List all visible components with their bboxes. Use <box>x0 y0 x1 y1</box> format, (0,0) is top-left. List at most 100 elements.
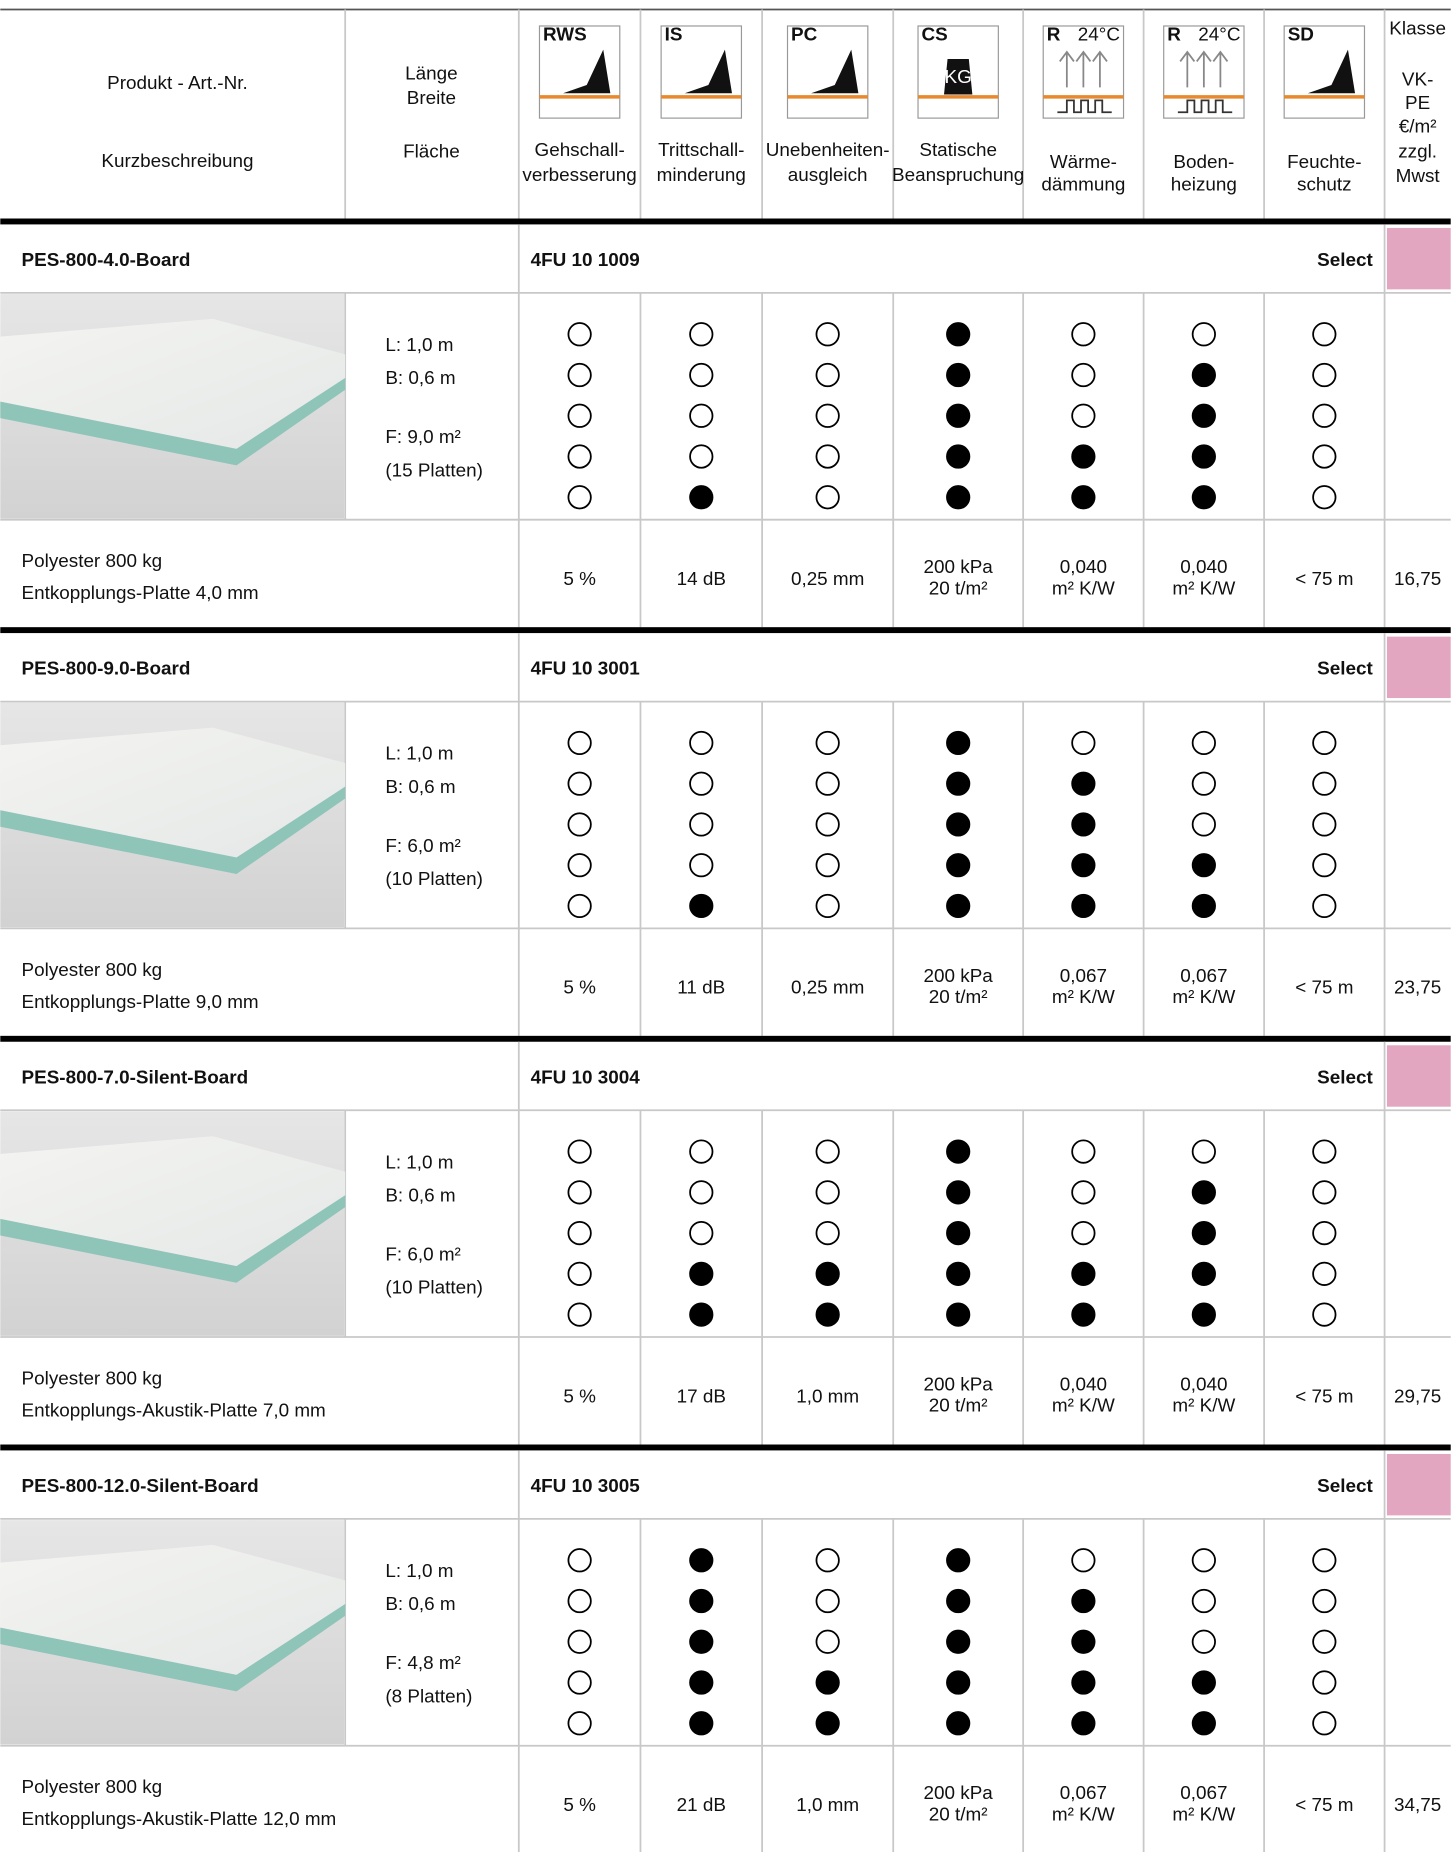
dimension: F: 6,0 m² <box>385 1245 461 1266</box>
rating-dot <box>1071 730 1096 756</box>
rating-dot <box>567 1588 592 1614</box>
header-label: Kurzbeschreibung <box>101 151 253 172</box>
rating-dot <box>815 1220 840 1246</box>
value-sub: 20 t/m² <box>929 1396 988 1417</box>
rating-dot <box>946 1261 971 1286</box>
rating-dot <box>1312 1302 1337 1327</box>
rating-dot <box>1191 1139 1216 1164</box>
column-label: minderung <box>657 165 746 186</box>
rating-dot <box>1071 444 1096 469</box>
description: Entkopplungs-Akustik-Platte 7,0 mm <box>22 1400 326 1421</box>
value-main: 5 % <box>563 1386 596 1407</box>
icon-heat <box>1177 99 1233 114</box>
rating-dot <box>567 730 592 756</box>
rating-dot <box>1071 771 1096 796</box>
board-edge <box>0 377 346 466</box>
board-edge <box>0 1195 346 1283</box>
icon-tag: RWS <box>543 24 587 45</box>
value-main: 1,0 mm <box>796 1795 859 1816</box>
rating-dot <box>689 771 714 796</box>
rating-dot <box>567 1302 592 1327</box>
rating-dot <box>1071 403 1096 428</box>
rating-dot <box>567 322 592 347</box>
rating-dot <box>689 1670 714 1695</box>
header-label: VK- <box>1402 69 1433 90</box>
column-label: Unebenheiten- <box>766 140 890 161</box>
rating-dot <box>946 1629 971 1654</box>
value-main: 0,067 <box>1180 966 1227 987</box>
rating-dot <box>1191 485 1216 510</box>
rating-dot <box>1071 1139 1096 1164</box>
rating-dot <box>1312 1139 1337 1164</box>
rating-dot <box>1312 403 1337 428</box>
rating-dot <box>1191 1261 1216 1286</box>
icon-arrow <box>1212 50 1229 88</box>
rating-dot <box>815 771 840 796</box>
rating-dot <box>1312 812 1337 837</box>
column-label: Statische <box>919 140 997 161</box>
icon-temp: 24°C <box>1198 24 1240 45</box>
rating-dot <box>946 1220 971 1246</box>
rating-dot <box>689 1629 714 1654</box>
rating-dot <box>567 444 592 469</box>
rating-dot <box>1071 853 1096 878</box>
rating-dot <box>567 362 592 388</box>
rating-dot <box>815 444 840 469</box>
rating-dot <box>815 1139 840 1164</box>
value-main: < 75 m <box>1295 978 1353 999</box>
dimension: L: 1,0 m <box>385 744 453 765</box>
rating-dot <box>1191 362 1216 388</box>
value-sub: m² K/W <box>1052 1804 1115 1825</box>
price: 16,75 <box>1394 569 1441 590</box>
value-main: 0,040 <box>1060 557 1107 578</box>
description: Polyester 800 kg <box>22 1369 163 1390</box>
column-label: Boden- <box>1173 152 1234 173</box>
select-label: Select <box>1317 1067 1373 1088</box>
rating-dot <box>946 1588 971 1614</box>
column-label: Feuchte- <box>1287 152 1362 173</box>
value-sub: m² K/W <box>1052 987 1115 1008</box>
value-sub: m² K/W <box>1172 987 1235 1008</box>
select-box <box>1386 1453 1451 1516</box>
dimension: (10 Platten) <box>385 869 483 890</box>
rating-dot <box>689 322 714 347</box>
rating-dot <box>689 1588 714 1614</box>
select-label: Select <box>1317 250 1373 271</box>
header-label: Fläche <box>403 141 460 162</box>
thick-rule <box>0 218 1451 225</box>
icon-arrow <box>1059 50 1075 88</box>
header-label: Breite <box>407 88 456 109</box>
rating-dot <box>567 1139 592 1164</box>
value-sub: 20 t/m² <box>929 1804 988 1825</box>
value-sub: 20 t/m² <box>929 987 988 1008</box>
rating-dot <box>946 812 971 837</box>
column-label: dämmung <box>1041 174 1125 195</box>
header-label: Klasse <box>1389 19 1446 40</box>
rating-dot <box>1312 1548 1337 1573</box>
value-sub: m² K/W <box>1172 1804 1235 1825</box>
rating-dot <box>689 403 714 428</box>
column-label: Trittschall- <box>658 140 744 161</box>
rating-dot <box>815 1261 840 1286</box>
rating-dot <box>815 1302 840 1327</box>
icon-weight <box>944 59 973 95</box>
rating-dot <box>1071 322 1096 347</box>
rating-dot <box>567 771 592 796</box>
icon-shape <box>1307 49 1356 94</box>
icon-tag: PC <box>791 24 818 45</box>
rating-dot <box>689 1180 714 1205</box>
column-label: verbesserung <box>522 165 636 186</box>
dimension: (15 Platten) <box>385 460 483 481</box>
rating-dot <box>1191 403 1216 428</box>
rating-dot <box>815 1670 840 1695</box>
rating-dot <box>689 444 714 469</box>
rating-dot <box>1071 362 1096 388</box>
header-label: €/m² <box>1399 117 1437 138</box>
price: 23,75 <box>1394 978 1441 999</box>
rating-dot <box>1071 1302 1096 1327</box>
value-main: 0,040 <box>1180 1374 1227 1395</box>
rating-dot <box>689 1261 714 1286</box>
rating-dot <box>815 853 840 878</box>
rating-dot <box>689 1548 714 1573</box>
rating-dot <box>946 403 971 428</box>
